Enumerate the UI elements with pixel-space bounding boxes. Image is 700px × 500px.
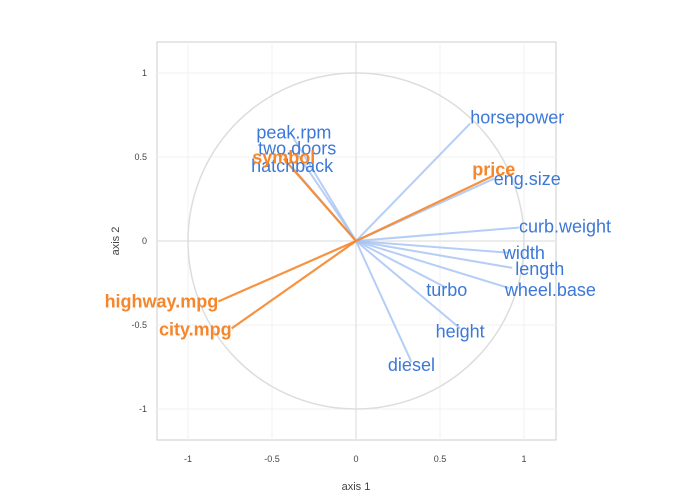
- y-tick-label: 1: [142, 68, 147, 78]
- x-tick-label: 0.5: [434, 454, 447, 464]
- label-wheel-base: wheel.base: [504, 280, 596, 300]
- vector-labels: horsepower eng.size curb.weight widthlength…: [105, 107, 611, 375]
- x-tick-label: 1: [521, 454, 526, 464]
- label-curb-weight: curb.weight: [519, 217, 611, 237]
- y-axis-ticks: -1 -0.5 0 0.5 1: [131, 68, 147, 414]
- label-symbol: symbol: [252, 148, 315, 168]
- vector-horsepower: [355, 122, 471, 242]
- label-highway-mpg: highway.mpg: [105, 291, 219, 311]
- label-turbo: turbo: [426, 280, 467, 300]
- y-tick-label: 0.5: [134, 152, 147, 162]
- vector-highway-mpg: [217, 239, 357, 303]
- y-tick-label: -0.5: [131, 320, 147, 330]
- vector-wheel-base: [355, 240, 510, 289]
- x-tick-label: 0: [353, 454, 358, 464]
- y-tick-label: 0: [142, 236, 147, 246]
- vectors: [217, 122, 520, 363]
- vector-symbol: [282, 157, 357, 242]
- label-height: height: [436, 321, 485, 341]
- vector-city-mpg: [231, 240, 357, 330]
- label-hatchback: hatchback: [251, 156, 334, 176]
- x-axis-ticks: -1 -0.5 0 0.5 1: [184, 454, 527, 464]
- label-price: price: [472, 159, 515, 179]
- vector-two-doors: [296, 153, 357, 242]
- label-width: width: [502, 243, 545, 263]
- label-eng-size: eng.size: [494, 169, 561, 189]
- vector-price: [355, 174, 495, 242]
- y-tick-label: -1: [139, 404, 147, 414]
- label-two-doors: two.doors: [258, 139, 336, 159]
- label-city-mpg: city.mpg: [159, 319, 232, 339]
- label-horsepower: horsepower: [470, 107, 564, 127]
- x-tick-label: -1: [184, 454, 192, 464]
- unit-circle: [187, 72, 525, 410]
- vector-diesel: [355, 240, 413, 363]
- vector-height: [355, 240, 461, 330]
- x-axis-title: axis 1: [342, 481, 371, 493]
- label-peak-rpm: peak.rpm: [256, 123, 331, 143]
- x-tick-label: -0.5: [264, 454, 280, 464]
- vector-curb-weight: [355, 226, 520, 242]
- vector-turbo: [355, 240, 448, 289]
- label-diesel: diesel: [388, 355, 435, 375]
- y-axis-title: axis 2: [110, 227, 122, 256]
- label-length: length: [515, 259, 564, 279]
- vector-length: [355, 240, 513, 269]
- vector-width: [355, 240, 509, 254]
